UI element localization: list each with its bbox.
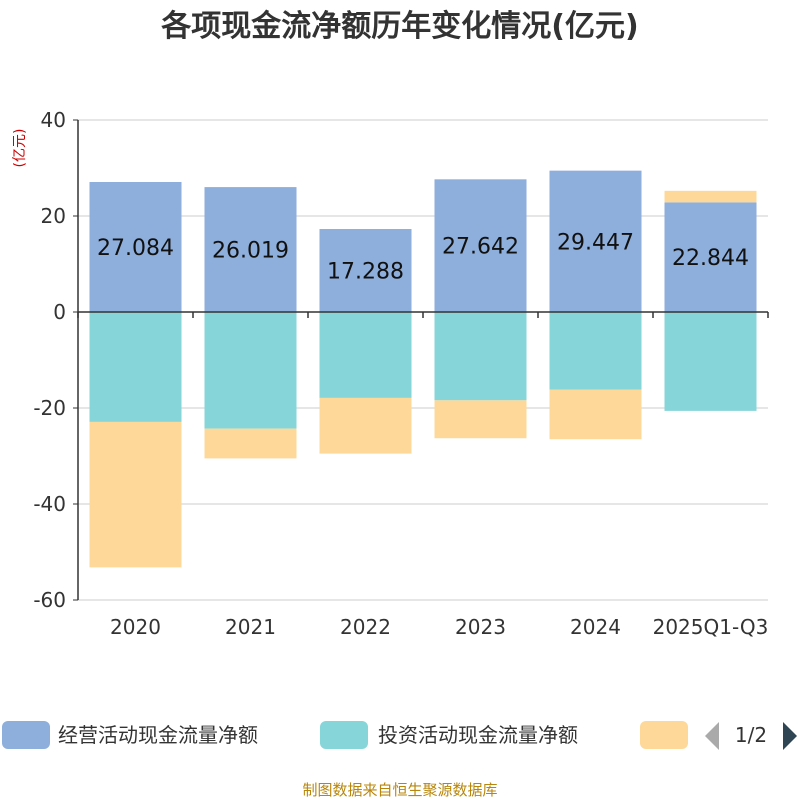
bar-series-1-2023 <box>434 179 527 312</box>
y-tick-label: -40 <box>33 492 66 516</box>
data-label: 22.844 <box>672 246 749 271</box>
legend-swatch-1 <box>2 721 50 749</box>
legend-label-2: 投资活动现金流量净额 <box>378 723 578 747</box>
bar-series-1-2021 <box>204 187 297 312</box>
bar-series-2-2020 <box>89 312 182 422</box>
y-tick-label: 20 <box>41 204 66 228</box>
bar-series-2-2024 <box>549 312 642 390</box>
legend-prev-icon <box>705 722 719 750</box>
x-tick-label: 2020 <box>110 615 161 639</box>
bar-series-1-2020 <box>89 181 182 312</box>
y-tick-label: 40 <box>41 108 66 132</box>
legend-label-1: 经营活动现金流量净额 <box>58 723 258 747</box>
bar-series-1-2024 <box>549 170 642 312</box>
bar-series-2-2025Q1-Q3 <box>664 312 757 411</box>
data-label: 17.288 <box>327 260 404 285</box>
x-tick-label: 2024 <box>570 615 621 639</box>
bar-series-1-2025Q1-Q3 <box>664 202 757 312</box>
y-tick-label: -60 <box>33 588 66 612</box>
bar-series-2-2023 <box>434 312 527 401</box>
bar-series-3-2022 <box>319 397 412 454</box>
bar-series-3-2020 <box>89 421 182 568</box>
chart-title: 各项现金流净额历年变化情况(亿元) <box>160 9 638 44</box>
data-label: 29.447 <box>557 230 634 255</box>
bar-series-3-2021 <box>204 428 297 459</box>
legend-next-icon <box>783 722 797 750</box>
gridlines <box>78 119 768 601</box>
data-labels: 27.084 26.019 17.288 27.642 29.447 22.844 <box>97 230 749 284</box>
legend-page: 1/2 <box>735 723 767 747</box>
bar-series-2-2021 <box>204 312 297 429</box>
bars <box>89 170 757 568</box>
legend-swatch-2 <box>320 721 368 749</box>
x-tick-label: 2025Q1-Q3 <box>653 615 769 639</box>
x-tick-label: 2021 <box>225 615 276 639</box>
x-tick-label: 2022 <box>340 615 391 639</box>
y-tick-label: -20 <box>33 396 66 420</box>
bar-series-3-2023 <box>434 400 527 439</box>
data-label: 26.019 <box>212 239 289 264</box>
bar-series-1-2022 <box>319 229 412 312</box>
legend-swatch-3 <box>640 721 688 749</box>
axes: 40 20 0 -20 -40 -60 2020 2021 2022 2023 2024 2025Q1… <box>33 108 769 639</box>
data-label: 27.084 <box>97 236 174 261</box>
x-tick-label: 2023 <box>455 615 506 639</box>
bar-series-3-2025Q1-Q3 <box>664 190 757 203</box>
y-tick-label: 0 <box>53 300 66 324</box>
legend: 经营活动现金流量净额 投资活动现金流量净额 1/2 <box>2 721 797 750</box>
bar-series-2-2022 <box>319 312 412 398</box>
bar-series-3-2024 <box>549 389 642 440</box>
data-label: 27.642 <box>442 235 519 260</box>
y-axis-unit: (亿元) <box>12 129 28 168</box>
source-note: 制图数据来自恒生聚源数据库 <box>302 781 497 799</box>
